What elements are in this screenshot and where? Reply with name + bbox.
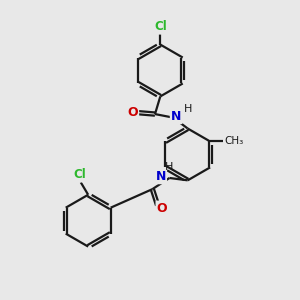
Text: Cl: Cl [74, 168, 86, 181]
Text: O: O [127, 106, 138, 119]
Text: O: O [157, 202, 167, 215]
Text: N: N [171, 110, 181, 123]
Text: H: H [165, 162, 173, 172]
Text: CH₃: CH₃ [224, 136, 243, 146]
Text: N: N [155, 170, 166, 183]
Text: Cl: Cl [154, 20, 167, 33]
Text: H: H [184, 104, 192, 114]
